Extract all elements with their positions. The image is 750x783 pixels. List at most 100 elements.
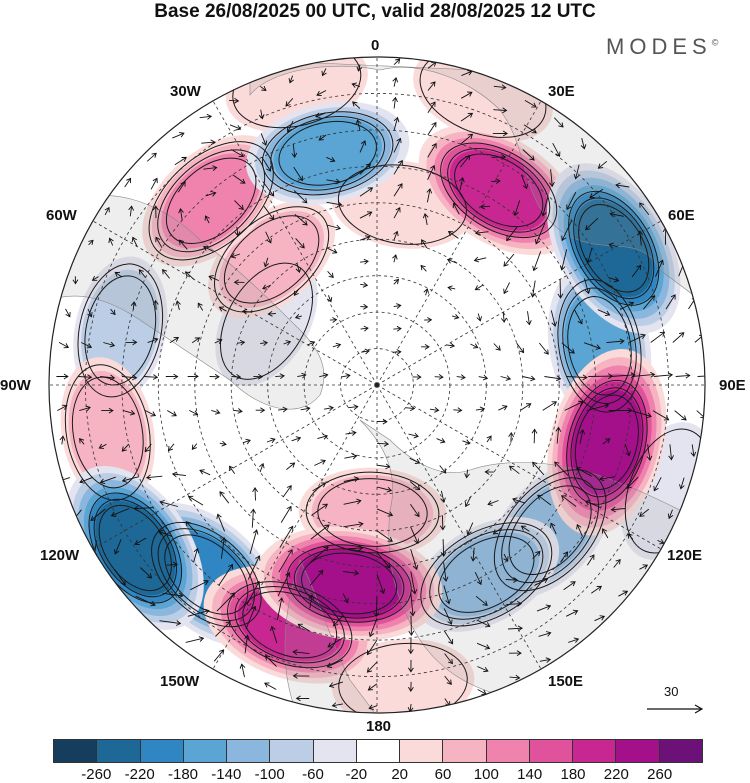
wind-arrow <box>159 499 179 507</box>
wind-arrow <box>113 539 122 555</box>
arrow-head <box>573 174 580 180</box>
arrow-shaft <box>318 134 327 141</box>
wind-arrow <box>359 163 372 175</box>
arrow-head <box>467 91 473 97</box>
arrow-head <box>293 290 299 297</box>
wind-arrow <box>393 159 403 175</box>
contour-line <box>93 498 178 598</box>
arrow-shaft <box>476 642 490 649</box>
wind-arrow <box>368 618 378 638</box>
arrow-head <box>393 230 399 237</box>
wind-arrow <box>230 253 241 259</box>
wind-arrow <box>594 615 606 622</box>
meridian-line <box>212 384 378 670</box>
arrow-shaft <box>205 215 210 224</box>
latitude-circle <box>121 129 633 641</box>
arrow-shaft <box>259 85 267 91</box>
arrow-head <box>535 550 541 557</box>
arrow-head <box>204 608 210 615</box>
arrow-shaft <box>491 180 501 183</box>
wind-arrow <box>317 434 329 440</box>
wind-arrow <box>99 476 116 485</box>
arrow-shaft <box>264 257 269 267</box>
wind-arrow <box>464 496 472 508</box>
arrow-head <box>597 163 604 169</box>
arrow-shaft <box>440 490 445 503</box>
wind-arrow <box>630 410 653 419</box>
arrow-head <box>626 483 632 489</box>
arrow-shaft <box>289 75 294 83</box>
arrow-head <box>637 230 644 236</box>
arrow-shaft <box>205 192 216 197</box>
arrow-head <box>233 279 239 286</box>
arrow-head <box>79 438 85 444</box>
arrow-head <box>63 373 69 380</box>
wind-arrow <box>318 134 327 141</box>
arrow-head <box>408 630 415 636</box>
arrow-head <box>90 515 96 521</box>
arrow-head <box>442 576 449 582</box>
latitude-circle <box>84 92 670 678</box>
wind-arrow <box>285 98 294 107</box>
arrow-head <box>457 407 463 413</box>
arrow-head <box>250 508 256 514</box>
arrow-head <box>358 545 364 551</box>
contour-line <box>270 116 386 191</box>
wind-arrow <box>294 313 303 320</box>
arrow-head <box>411 589 418 595</box>
wind-arrow <box>78 374 93 380</box>
wind-arrow <box>493 343 501 351</box>
arrow-head <box>447 619 453 625</box>
arrow-shaft <box>134 537 147 545</box>
arrow-head <box>278 597 284 603</box>
arrow-shaft <box>293 166 303 181</box>
wind-arrow <box>460 112 474 122</box>
arrow-shaft <box>527 311 530 325</box>
anomaly-contour <box>71 376 144 489</box>
wind-arrow <box>439 515 446 531</box>
arrow-head <box>604 438 611 444</box>
wind-arrow <box>204 215 210 224</box>
arrow-shaft <box>231 376 241 378</box>
arrow-head <box>159 499 165 506</box>
wind-arrow <box>219 491 230 504</box>
arrow-head <box>302 220 308 226</box>
wind-arrow <box>493 84 507 91</box>
wind-arrow <box>487 500 499 506</box>
arrow-head <box>530 292 536 298</box>
arrow-head <box>113 549 120 555</box>
wind-arrow <box>550 522 557 535</box>
wind-arrow <box>579 429 586 444</box>
arrow-shaft <box>506 603 522 605</box>
contour-line <box>567 296 632 396</box>
arrow-head <box>98 443 105 449</box>
wind-arrow <box>185 521 199 535</box>
arrow-shaft <box>332 703 343 707</box>
arrow-head <box>415 485 421 491</box>
arrow-head <box>219 649 225 655</box>
wind-arrow <box>392 349 402 355</box>
wind-arrow <box>439 465 447 474</box>
arrow-head <box>218 306 225 312</box>
arrow-head <box>501 84 507 91</box>
arrow-shaft <box>467 522 474 535</box>
arrow-shaft <box>100 376 115 379</box>
arrow-shaft <box>500 376 511 380</box>
wind-arrow <box>239 663 246 678</box>
arrow-head <box>505 375 512 381</box>
arrow-shaft <box>410 571 416 594</box>
wind-arrow <box>344 453 358 460</box>
arrow-shaft <box>439 465 447 474</box>
contour-line <box>64 364 151 501</box>
arrow-shaft <box>236 226 239 236</box>
reference-vector-arrow <box>647 704 704 714</box>
anomaly-contour <box>262 111 394 196</box>
arrow-head <box>360 140 367 146</box>
arrow-shaft <box>369 618 378 637</box>
arrow-head <box>332 317 338 323</box>
arrow-shaft <box>493 527 502 535</box>
contour-line <box>234 586 345 664</box>
arrow-shaft <box>498 405 508 411</box>
wind-arrow <box>368 704 378 710</box>
wind-arrow <box>566 609 579 617</box>
